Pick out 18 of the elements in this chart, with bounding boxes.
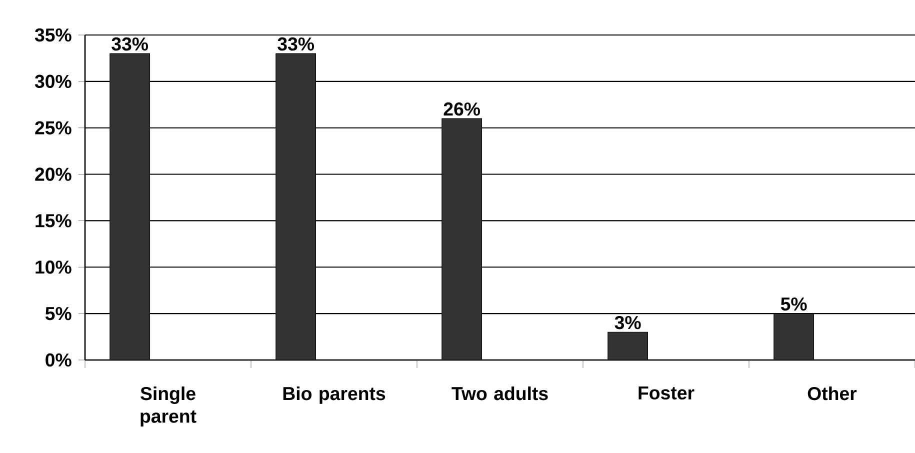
y-tick-label: 35%: [34, 28, 72, 42]
y-tick-label: 0%: [46, 353, 72, 367]
data-label: 26%: [444, 102, 480, 116]
x-tick-label: Foster: [638, 386, 694, 400]
x-tick-label: Bio parents: [283, 386, 386, 404]
x-tick-label: Single parent: [140, 386, 196, 427]
y-tick-label: 10%: [36, 260, 72, 274]
data-label: 33%: [112, 37, 148, 51]
x-tick-label: Other: [808, 386, 857, 400]
data-label: 33%: [278, 37, 314, 51]
y-tick-label: 20%: [35, 168, 72, 181]
y-tick-label: 30%: [34, 74, 72, 88]
y-tick-label: 15%: [36, 214, 72, 228]
data-label: 5%: [780, 297, 807, 311]
y-tick-label: 5%: [45, 306, 72, 320]
data-label: 3%: [614, 316, 641, 330]
x-tick-label: Two adults: [452, 386, 548, 400]
y-tick-label: 25%: [35, 121, 72, 134]
